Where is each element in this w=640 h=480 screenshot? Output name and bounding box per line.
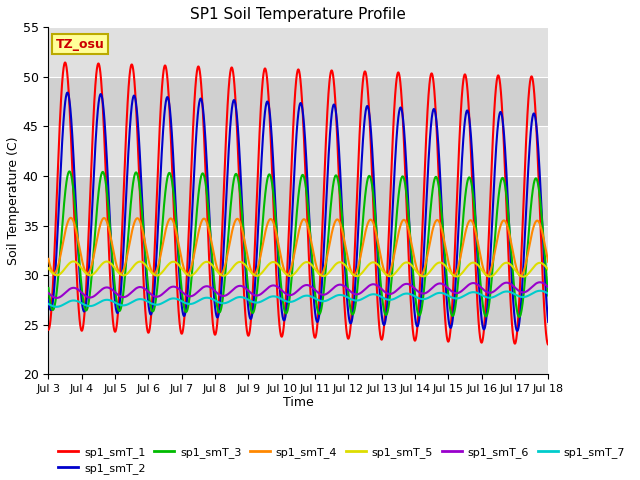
sp1_smT_5 (456, 273, 463, 278)
sp1_smT_1 (344, 336, 352, 342)
sp1_smT_2 (136, 142, 143, 148)
sp1_smT_2 (344, 310, 352, 315)
sp1_smT_4 (344, 258, 352, 264)
sp1_smT_7 (545, 291, 552, 297)
sp1_smT_1 (45, 327, 52, 333)
sp1_smT_2 (45, 297, 52, 302)
sp1_smT_4 (545, 259, 552, 264)
sp1_smT_3 (45, 285, 52, 291)
sp1_smT_7 (370, 291, 378, 297)
Line: sp1_smT_5: sp1_smT_5 (49, 262, 548, 276)
sp1_smT_5 (545, 267, 552, 273)
sp1_smT_6 (456, 289, 463, 295)
sp1_smT_7 (45, 301, 52, 307)
sp1_smT_7 (536, 288, 544, 294)
sp1_smT_4 (370, 221, 378, 227)
Bar (49, 325, 548, 374)
sp1_smT_2 (236, 150, 243, 156)
sp1_smT_4 (236, 218, 243, 224)
Line: sp1_smT_7: sp1_smT_7 (49, 291, 548, 307)
sp1_smT_5 (136, 259, 143, 264)
sp1_smT_4 (456, 259, 463, 265)
Title: SP1 Soil Temperature Profile: SP1 Soil Temperature Profile (190, 7, 406, 22)
sp1_smT_6 (536, 279, 544, 285)
sp1_smT_2 (545, 319, 552, 325)
sp1_smT_5 (45, 265, 52, 271)
X-axis label: Time: Time (283, 396, 314, 408)
sp1_smT_6 (344, 287, 352, 292)
Legend: sp1_smT_1, sp1_smT_2, sp1_smT_3, sp1_smT_4, sp1_smT_5, sp1_smT_6, sp1_smT_7: sp1_smT_1, sp1_smT_2, sp1_smT_3, sp1_smT… (54, 443, 629, 479)
sp1_smT_5 (70, 259, 77, 264)
sp1_smT_2 (513, 328, 521, 334)
sp1_smT_4 (136, 217, 143, 223)
sp1_smT_3 (418, 307, 426, 312)
Line: sp1_smT_1: sp1_smT_1 (49, 62, 548, 345)
Y-axis label: Soil Temperature (C): Soil Temperature (C) (7, 137, 20, 265)
sp1_smT_7 (236, 294, 243, 300)
sp1_smT_2 (456, 206, 463, 212)
sp1_smT_7 (456, 295, 463, 301)
Bar (49, 126, 548, 176)
sp1_smT_3 (545, 293, 552, 299)
Bar (49, 27, 548, 77)
sp1_smT_1 (545, 342, 552, 348)
sp1_smT_3 (136, 182, 143, 188)
sp1_smT_2 (370, 171, 378, 177)
sp1_smT_2 (63, 90, 71, 96)
Bar (49, 176, 548, 226)
sp1_smT_4 (418, 272, 426, 278)
sp1_smT_1 (370, 209, 378, 215)
sp1_smT_1 (456, 137, 463, 143)
sp1_smT_6 (53, 295, 61, 301)
Line: sp1_smT_3: sp1_smT_3 (49, 171, 548, 317)
sp1_smT_6 (45, 290, 52, 296)
sp1_smT_6 (236, 283, 243, 289)
sp1_smT_5 (236, 259, 243, 265)
sp1_smT_6 (136, 284, 143, 290)
Bar (49, 275, 548, 325)
sp1_smT_7 (52, 304, 60, 310)
sp1_smT_3 (236, 185, 243, 191)
Bar (49, 226, 548, 275)
sp1_smT_6 (370, 281, 378, 287)
Line: sp1_smT_6: sp1_smT_6 (49, 282, 548, 298)
sp1_smT_3 (65, 168, 73, 174)
sp1_smT_1 (136, 177, 143, 182)
Text: TZ_osu: TZ_osu (56, 38, 105, 51)
sp1_smT_3 (515, 314, 523, 320)
sp1_smT_6 (545, 284, 552, 290)
sp1_smT_4 (516, 273, 524, 279)
sp1_smT_7 (136, 296, 143, 302)
sp1_smT_1 (61, 60, 69, 65)
sp1_smT_4 (45, 256, 52, 262)
sp1_smT_4 (67, 215, 75, 221)
sp1_smT_3 (344, 289, 352, 295)
sp1_smT_1 (236, 185, 243, 191)
sp1_smT_1 (418, 249, 426, 255)
sp1_smT_5 (418, 273, 426, 279)
Line: sp1_smT_2: sp1_smT_2 (49, 93, 548, 331)
sp1_smT_7 (344, 295, 352, 300)
sp1_smT_2 (418, 292, 426, 298)
sp1_smT_6 (418, 290, 426, 296)
sp1_smT_5 (520, 274, 527, 279)
Bar (49, 77, 548, 126)
sp1_smT_3 (456, 263, 463, 269)
sp1_smT_7 (418, 296, 426, 302)
sp1_smT_3 (370, 194, 378, 200)
sp1_smT_5 (370, 259, 378, 265)
sp1_smT_5 (344, 266, 352, 272)
Line: sp1_smT_4: sp1_smT_4 (49, 218, 548, 276)
